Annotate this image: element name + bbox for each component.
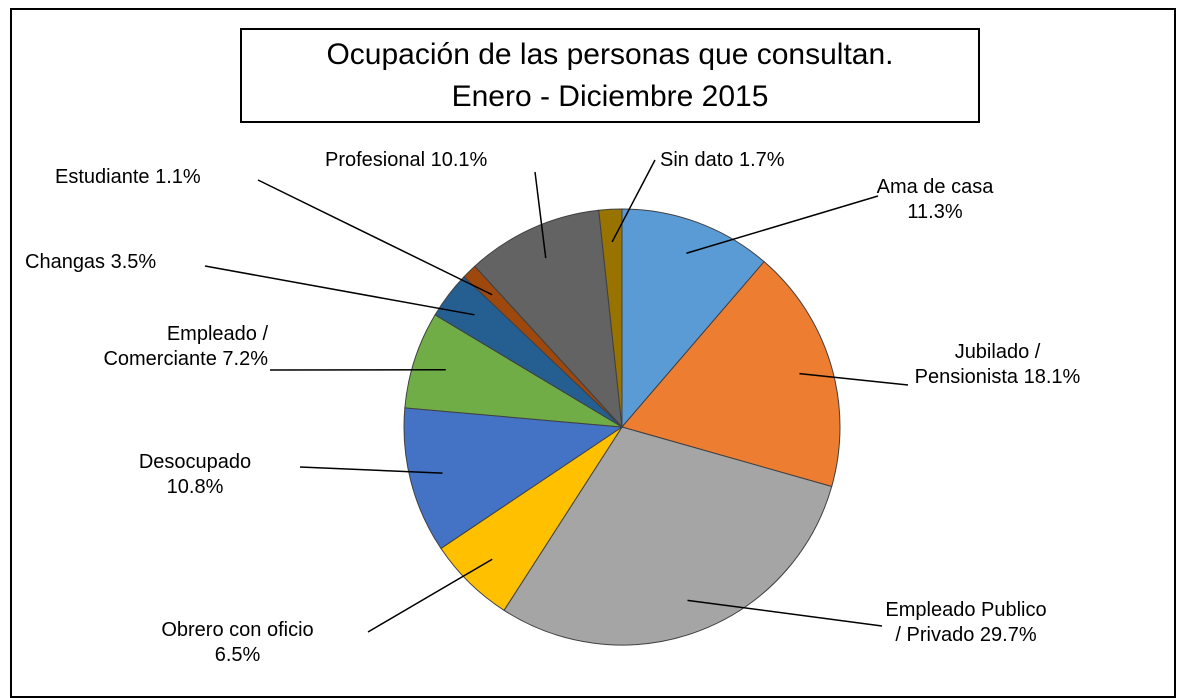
category-label: Ama de casa — [877, 176, 994, 198]
value-label: 1.7% — [739, 149, 785, 171]
chart-subtitle: Enero - Diciembre 2015 — [242, 76, 978, 118]
value-label: 10.1% — [431, 149, 488, 171]
leader-line — [205, 266, 475, 315]
slice-label: Changas 3.5% — [25, 250, 156, 275]
value-label: 10.8% — [167, 476, 224, 498]
slice-label: Desocupado 10.8% — [125, 450, 265, 500]
slice-label: Sin dato 1.7% — [660, 148, 785, 173]
category-label: Desocupado — [139, 451, 251, 473]
slice-label: Ama de casa 11.3% — [860, 175, 1010, 225]
leader-line — [686, 196, 878, 253]
page: Ocupación de las personas que consultan.… — [0, 0, 1189, 684]
category-label: Sin dato — [660, 149, 733, 171]
category-label: Jubilado / Pensionista — [915, 341, 1041, 388]
value-label: 6.5% — [215, 644, 261, 666]
value-label: 3.5% — [111, 251, 157, 273]
slice-label: Jubilado / Pensionista 18.1% — [905, 340, 1090, 390]
category-label: Obrero con oficio — [161, 619, 313, 641]
title-box: Ocupación de las personas que consultan.… — [240, 28, 980, 123]
value-label: 18.1% — [1024, 366, 1081, 388]
value-label: 7.2% — [222, 348, 268, 370]
slice-label: Empleado / Comerciante 7.2% — [88, 322, 268, 372]
category-label: Estudiante — [55, 166, 150, 188]
leader-line — [368, 559, 492, 632]
value-label: 29.7% — [980, 624, 1037, 646]
category-label: Profesional — [325, 149, 425, 171]
slice-label: Estudiante 1.1% — [55, 165, 201, 190]
value-label: 1.1% — [155, 166, 201, 188]
chart-title: Ocupación de las personas que consultan. — [242, 34, 978, 76]
value-label: 11.3% — [907, 201, 962, 223]
category-label: Changas — [25, 251, 105, 273]
slice-label: Profesional 10.1% — [325, 148, 487, 173]
slice-label: Empleado Publico / Privado 29.7% — [880, 598, 1052, 648]
slice-label: Obrero con oficio 6.5% — [150, 618, 325, 668]
leader-line — [258, 180, 492, 295]
